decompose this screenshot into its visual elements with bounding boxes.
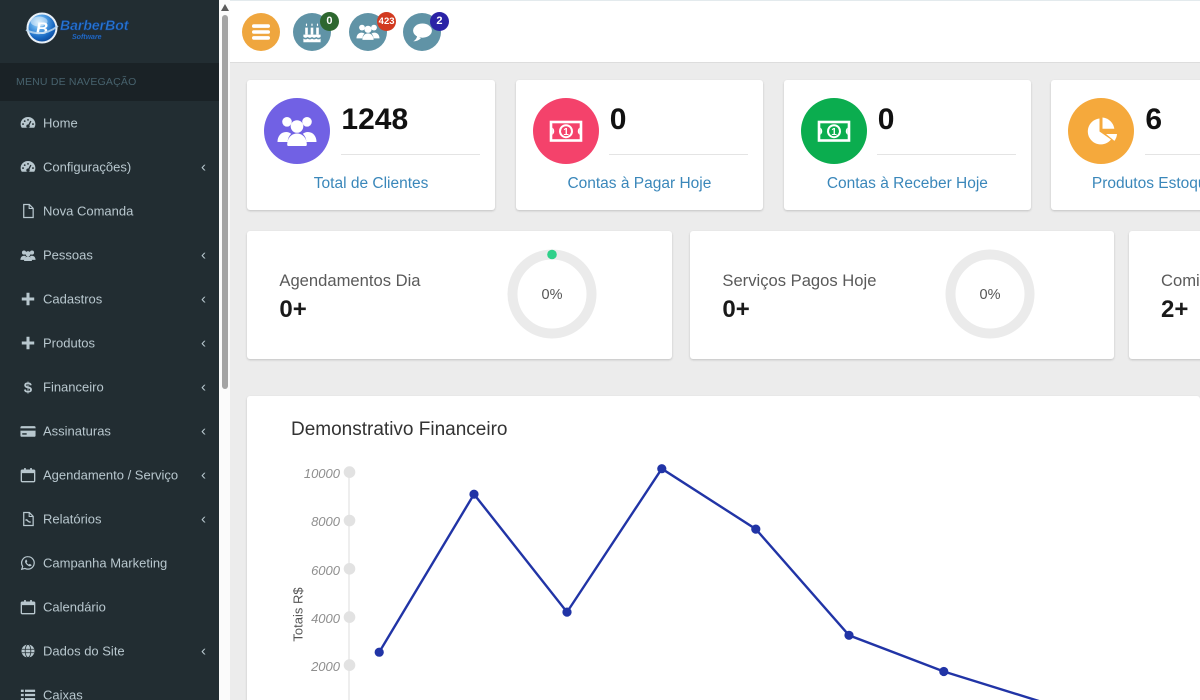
- svg-text:$: $: [24, 379, 33, 395]
- svg-text:0%: 0%: [542, 287, 563, 303]
- svg-text:0%: 0%: [980, 287, 1001, 303]
- svg-text:1: 1: [563, 127, 569, 138]
- svg-text:Software: Software: [72, 34, 102, 41]
- svg-text:B: B: [36, 19, 48, 38]
- svg-text:BarberBot: BarberBot: [60, 17, 130, 33]
- svg-text:1: 1: [831, 127, 837, 138]
